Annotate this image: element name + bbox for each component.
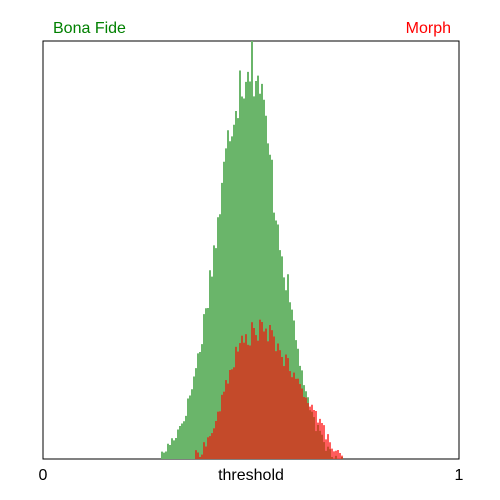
x-tick-label-max: 1	[455, 467, 464, 484]
x-tick-label-min: 0	[39, 467, 48, 484]
x-axis-label: threshold	[218, 467, 284, 484]
legend-bona-fide: Bona Fide	[53, 20, 126, 37]
legend-morph: Morph	[406, 20, 451, 37]
series-overlap-area	[43, 319, 459, 459]
series-area-bona-fide	[43, 41, 459, 459]
overlap-layer	[43, 319, 459, 459]
